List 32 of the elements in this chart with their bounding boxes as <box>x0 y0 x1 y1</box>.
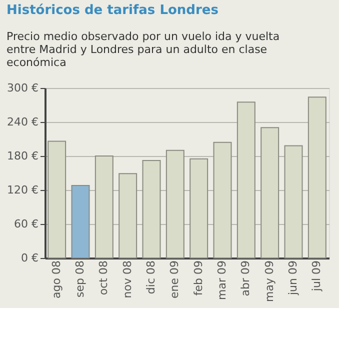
bar <box>118 173 138 258</box>
bar <box>284 145 303 258</box>
x-tick-label: jun 09 <box>286 260 300 296</box>
bar <box>308 96 326 258</box>
x-tick-label: jul 09 <box>310 260 324 292</box>
chart-subtitle: Precio medio observado por un vuelo ida y vuelta entre Madrid y Londres para un adulto en clase económica <box>6 30 280 69</box>
x-tick-label: may 09 <box>262 260 276 302</box>
bar <box>166 150 184 258</box>
bar <box>236 102 256 258</box>
x-tick-label: ago 08 <box>50 260 63 298</box>
bar <box>260 127 280 258</box>
y-tick-label: 180 € <box>7 150 38 162</box>
x-tick-label: sep 08 <box>74 260 86 298</box>
y-tick-label: 60 € <box>14 218 38 230</box>
y-tick-label: 240 € <box>7 116 38 128</box>
bar <box>142 160 161 258</box>
bar <box>71 184 90 258</box>
x-tick-label: dic 08 <box>144 260 158 294</box>
y-tick-label: 120 € <box>7 184 38 196</box>
y-tick-label: 0 € <box>21 252 38 264</box>
x-tick-label: feb 09 <box>192 260 205 296</box>
x-tick-label: oct 08 <box>97 260 110 296</box>
bar <box>213 142 232 258</box>
bar <box>94 156 114 258</box>
x-tick-label: ene 09 <box>168 260 182 299</box>
chart-title: Históricos de tarifas Londres <box>6 3 219 18</box>
bar <box>190 158 208 258</box>
y-tick-label: 300 € <box>7 82 38 94</box>
x-tick-label: abr 09 <box>239 260 252 296</box>
x-tick-label: mar 09 <box>216 260 228 300</box>
x-tick-label: nov 08 <box>120 260 134 298</box>
bar <box>48 140 66 258</box>
